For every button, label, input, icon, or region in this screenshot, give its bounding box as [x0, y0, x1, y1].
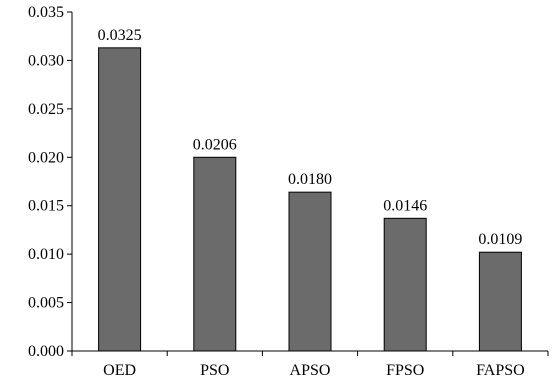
y-tick-label: 0.025 [28, 101, 64, 118]
x-tick-label-oed: OED [103, 362, 136, 379]
data-label-fapso: 0.0109 [478, 231, 522, 248]
bar-pso [193, 156, 237, 352]
y-tick-label: 0.000 [28, 343, 64, 360]
y-axis: 0.000 0.005 0.010 0.015 0.020 0.025 0.030 0.035 [28, 4, 73, 360]
x-tick-label-fpso: FPSO [386, 362, 424, 379]
data-label-apso: 0.0180 [288, 171, 332, 188]
bar-oed [98, 47, 142, 352]
y-tick-label: 0.005 [28, 295, 64, 312]
y-tick-label: 0.015 [28, 198, 64, 215]
x-tick-label-pso: PSO [200, 362, 229, 379]
y-tick-label: 0.020 [28, 149, 64, 166]
y-tick-label: 0.035 [28, 4, 64, 21]
bar-fapso [478, 251, 522, 352]
x-axis: OED PSO APSO FPSO FAPSO [71, 350, 549, 379]
data-label-oed: 0.0325 [98, 27, 142, 44]
x-tick-label-fapso: FAPSO [476, 362, 525, 379]
y-tick-label: 0.030 [28, 52, 64, 69]
data-labels: 0.0325 0.0206 0.0180 0.0146 0.0109 [98, 27, 523, 248]
y-tick-label: 0.010 [28, 246, 64, 263]
data-label-pso: 0.0206 [193, 136, 237, 153]
bar-apso [288, 191, 332, 352]
data-label-fpso: 0.0146 [383, 197, 427, 214]
bar-fpso [383, 217, 427, 352]
bars [98, 47, 522, 352]
x-tick-label-apso: APSO [290, 362, 331, 379]
